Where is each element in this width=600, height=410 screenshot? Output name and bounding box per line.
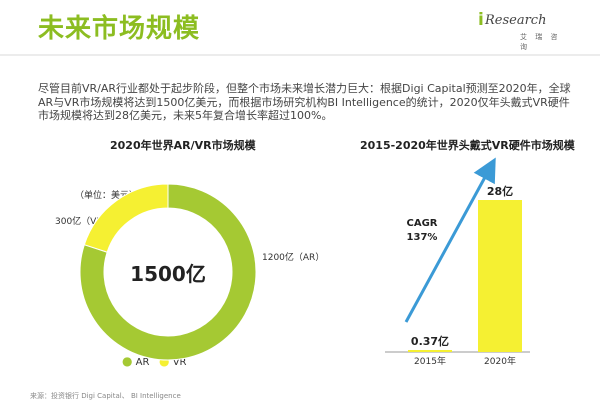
growth-arrow: [404, 157, 496, 323]
bar-chart: 0.37亿 2015年 28亿 2020年 CAGR 137%: [385, 157, 530, 367]
bar-category-label-0: 2015年: [414, 355, 446, 367]
donut-legend: ● AR ● VR: [122, 354, 186, 368]
legend-ar-label: AR: [135, 357, 150, 368]
bar-0: [408, 349, 452, 352]
donut-unit-note: （单位：美元）: [75, 191, 139, 201]
donut-slice-ar: [79, 183, 257, 361]
iresearch-logo: i Research 艾 瑞 咨 询: [478, 10, 568, 51]
legend-vr-label: VR: [172, 357, 187, 368]
logo-brand: Research: [485, 13, 547, 28]
cagr-label: CAGR: [407, 218, 438, 229]
bar-value-label-1: 28亿: [487, 184, 513, 198]
donut-label-ar: 1200亿（AR）: [262, 253, 325, 263]
logo-i: i: [478, 10, 484, 30]
bar-category-label-1: 2020年: [484, 355, 516, 367]
donut-center-total: 1500亿: [130, 262, 206, 286]
title-divider: [0, 54, 600, 56]
donut-chart: [79, 183, 257, 361]
logo-subtitle: 艾 瑞 咨 询: [520, 33, 561, 51]
page-title: 未来市场规模: [38, 14, 201, 44]
bar-1: [478, 200, 522, 352]
donut-label-vr: 300亿（VR）: [55, 217, 112, 227]
donut-slice-vr: [83, 183, 169, 253]
bar-value-label-0: 0.37亿: [411, 334, 449, 348]
legend-ar-dot: ●: [122, 354, 133, 368]
legend-vr-dot: ●: [159, 354, 170, 368]
donut-chart-title: 2020年世界AR/VR市场规模: [110, 139, 256, 152]
source-note: 来源：投资银行 Digi Capital、 BI Intelligence: [30, 392, 181, 400]
intro-paragraph: 尽管目前VR/AR行业都处于起步阶段，但整个市场未来增长潜力巨大：根据Digi …: [38, 82, 571, 122]
bar-chart-title: 2015-2020年世界头戴式VR硬件市场规模: [360, 139, 575, 152]
cagr-value: 137%: [407, 232, 438, 243]
